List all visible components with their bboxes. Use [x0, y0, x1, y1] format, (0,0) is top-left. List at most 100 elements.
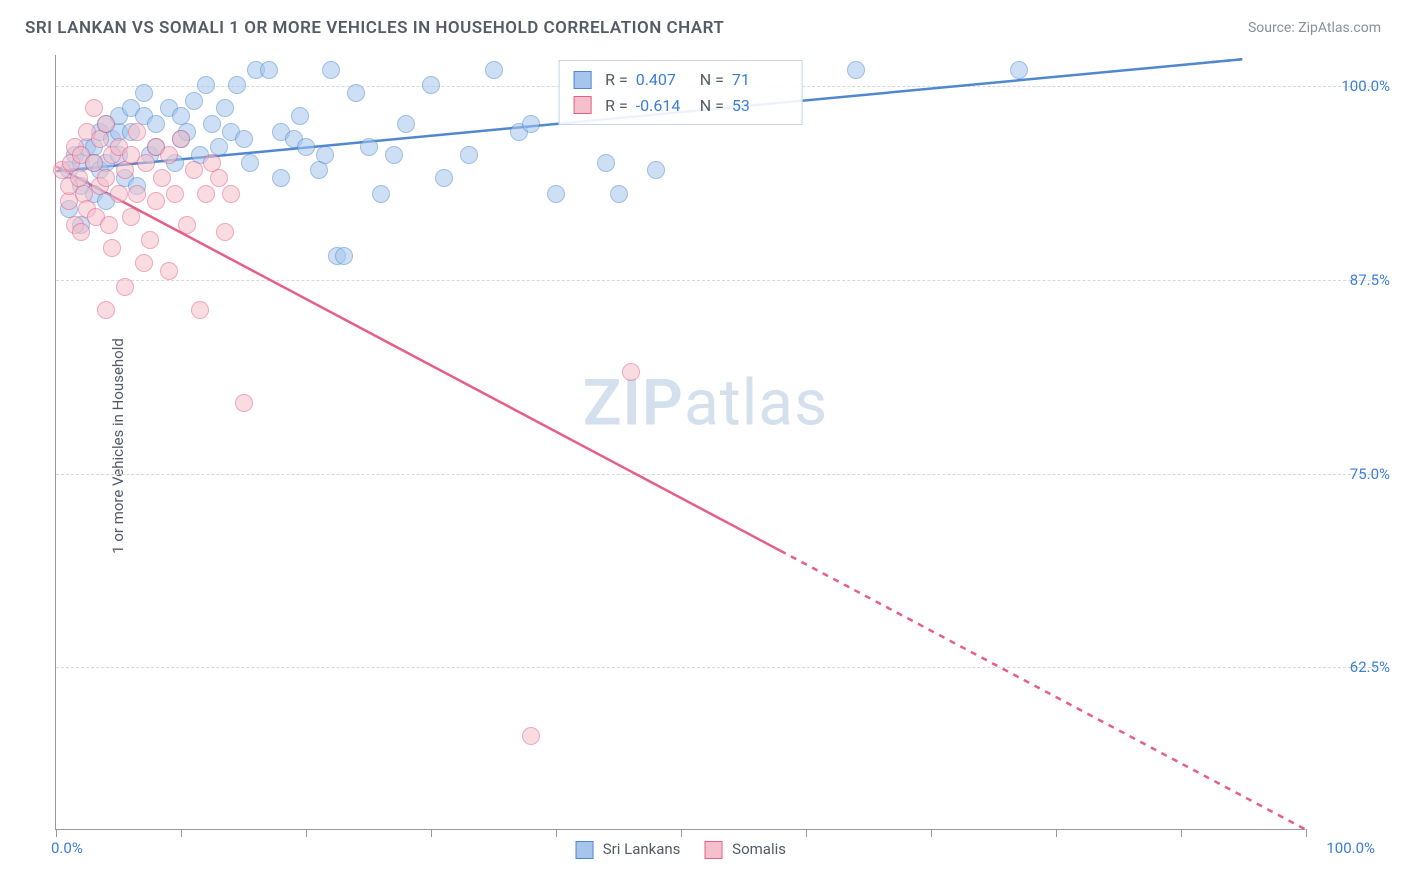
- scatter-point: [122, 208, 140, 226]
- stats-R-value-1: -0.614: [636, 93, 692, 119]
- swatch-somalis: [573, 96, 591, 114]
- legend-item-somalis: Somalis: [704, 840, 786, 859]
- watermark-light: atlas: [684, 366, 828, 441]
- stats-N-value-1: 53: [732, 93, 788, 119]
- scatter-point: [153, 169, 171, 187]
- scatter-point: [347, 84, 365, 102]
- scatter-point: [135, 84, 153, 102]
- scatter-point: [297, 138, 315, 156]
- scatter-point: [128, 123, 146, 141]
- scatter-point: [97, 115, 115, 133]
- scatter-point: [322, 61, 340, 79]
- x-tick: [181, 829, 182, 837]
- trendlines-svg: [56, 55, 1305, 829]
- x-tick: [806, 829, 807, 837]
- scatter-point: [160, 262, 178, 280]
- scatter-point: [222, 185, 240, 203]
- legend-swatch-somalis: [704, 841, 722, 859]
- scatter-point: [116, 161, 134, 179]
- stats-N-label: N =: [700, 67, 724, 93]
- scatter-point: [228, 76, 246, 94]
- x-tick: [431, 829, 432, 837]
- chart-title: SRI LANKAN VS SOMALI 1 OR MORE VEHICLES …: [25, 18, 724, 38]
- scatter-point: [197, 185, 215, 203]
- scatter-point: [241, 154, 259, 172]
- scatter-point: [97, 169, 115, 187]
- gridline: [56, 280, 1376, 281]
- scatter-point: [110, 185, 128, 203]
- y-tick-label: 62.5%: [1350, 658, 1390, 676]
- scatter-point: [522, 115, 540, 133]
- scatter-point: [147, 115, 165, 133]
- chart-plot-area: ZIPatlas 62.5%75.0%87.5%100.0% 0.0% 100.…: [55, 55, 1305, 830]
- scatter-point: [1010, 61, 1028, 79]
- scatter-point: [372, 185, 390, 203]
- y-tick-label: 87.5%: [1350, 271, 1390, 289]
- scatter-point: [522, 727, 540, 745]
- x-tick: [556, 829, 557, 837]
- scatter-point: [291, 107, 309, 125]
- scatter-point: [185, 161, 203, 179]
- stats-R-label: R =: [605, 67, 628, 93]
- stats-N-value-0: 71: [732, 67, 788, 93]
- legend-item-sri-lankans: Sri Lankans: [575, 840, 680, 859]
- scatter-point: [260, 61, 278, 79]
- scatter-point: [128, 185, 146, 203]
- scatter-point: [460, 146, 478, 164]
- scatter-point: [160, 146, 178, 164]
- scatter-point: [397, 115, 415, 133]
- legend-swatch-sri-lankans: [575, 841, 593, 859]
- scatter-point: [72, 223, 90, 241]
- stats-R-value-0: 0.407: [636, 67, 692, 93]
- x-tick: [1181, 829, 1182, 837]
- x-axis-min-label: 0.0%: [51, 839, 83, 857]
- stats-R-label: R =: [605, 93, 628, 119]
- x-tick: [1056, 829, 1057, 837]
- scatter-point: [547, 185, 565, 203]
- scatter-point: [435, 169, 453, 187]
- scatter-point: [178, 216, 196, 234]
- x-tick: [1306, 829, 1307, 837]
- watermark-text: ZIPatlas: [583, 366, 828, 441]
- source-label: Source: ZipAtlas.com: [1248, 20, 1381, 36]
- scatter-point: [116, 278, 134, 296]
- x-tick: [306, 829, 307, 837]
- scatter-point: [316, 146, 334, 164]
- scatter-point: [216, 223, 234, 241]
- scatter-point: [235, 130, 253, 148]
- legend-label-1: Somalis: [732, 840, 786, 858]
- scatter-point: [310, 161, 328, 179]
- y-tick-label: 75.0%: [1350, 465, 1390, 483]
- stats-row-somalis: R = -0.614 N = 53: [573, 93, 788, 119]
- scatter-point: [360, 138, 378, 156]
- scatter-point: [103, 239, 121, 257]
- scatter-point: [172, 130, 190, 148]
- x-tick: [681, 829, 682, 837]
- scatter-point: [210, 169, 228, 187]
- scatter-point: [97, 301, 115, 319]
- scatter-point: [185, 92, 203, 110]
- legend-label-0: Sri Lankans: [603, 840, 681, 858]
- stats-N-label: N =: [700, 93, 724, 119]
- scatter-point: [85, 99, 103, 117]
- scatter-point: [191, 301, 209, 319]
- series-legend: Sri Lankans Somalis: [575, 840, 786, 859]
- scatter-point: [422, 76, 440, 94]
- trendline-dashed: [780, 551, 1304, 829]
- scatter-point: [135, 254, 153, 272]
- scatter-point: [847, 61, 865, 79]
- scatter-point: [141, 231, 159, 249]
- scatter-point: [197, 76, 215, 94]
- scatter-point: [335, 247, 353, 265]
- scatter-point: [272, 169, 290, 187]
- scatter-point: [610, 185, 628, 203]
- gridline: [56, 474, 1376, 475]
- scatter-point: [85, 154, 103, 172]
- scatter-point: [216, 99, 234, 117]
- scatter-point: [203, 115, 221, 133]
- scatter-point: [485, 61, 503, 79]
- x-tick: [56, 829, 57, 837]
- scatter-point: [166, 185, 184, 203]
- scatter-point: [137, 154, 155, 172]
- stats-legend-box: R = 0.407 N = 71 R = -0.614 N = 53: [558, 60, 803, 125]
